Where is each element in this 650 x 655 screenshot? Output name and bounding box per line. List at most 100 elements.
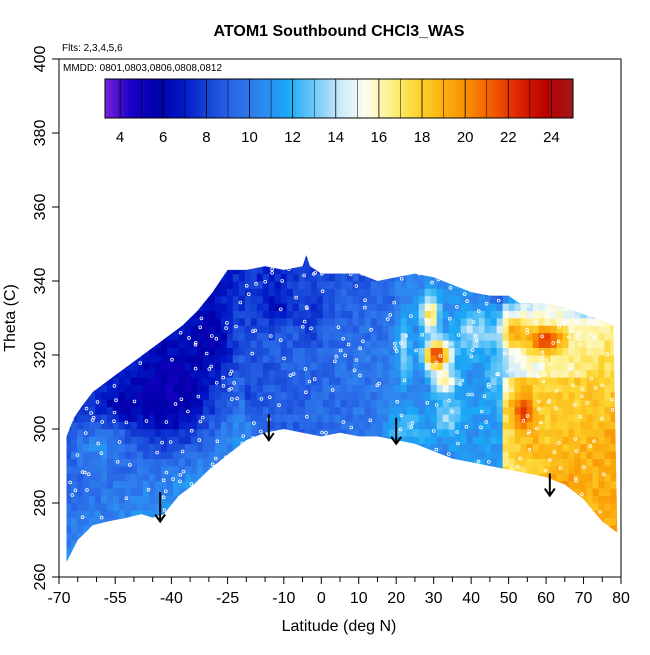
heat-cell (598, 458, 605, 467)
heat-cell (358, 473, 366, 482)
heat-cell (190, 273, 198, 282)
heat-cell (214, 318, 222, 326)
heat-cell (89, 310, 96, 319)
heat-cell (166, 495, 174, 504)
heat-cell (592, 473, 599, 482)
heat-cell (304, 288, 312, 297)
heat-cell (352, 547, 360, 556)
heat-cell (113, 244, 119, 252)
heat-cell (154, 310, 162, 319)
heat-cell (532, 510, 539, 519)
heat-cell (274, 421, 282, 430)
heat-cell (388, 473, 396, 482)
heat-cell (95, 255, 102, 260)
heat-cell (130, 303, 138, 311)
heat-cell (238, 451, 246, 459)
heat-cell (616, 532, 618, 541)
heat-cell (394, 303, 402, 311)
heat-cell (190, 369, 198, 378)
heat-cell (101, 540, 108, 548)
sample-point (561, 320, 565, 325)
sample-point (193, 366, 198, 371)
sample-point (171, 477, 175, 481)
heat-cell (448, 466, 456, 474)
heat-cell (328, 532, 336, 541)
sample-point (84, 406, 89, 411)
heat-cell (226, 503, 234, 511)
colorbar-segment (502, 79, 508, 118)
heat-cell (568, 273, 575, 282)
heat-cell (580, 255, 587, 260)
heat-cell (328, 347, 336, 356)
y-tick-label: 400 (32, 46, 49, 73)
heat-cell (407, 244, 413, 252)
heat-cell (448, 488, 456, 496)
heat-cell (124, 503, 132, 511)
heat-cell (496, 473, 503, 482)
heat-cell (322, 362, 330, 371)
heat-cell (256, 255, 264, 260)
heat-cell (466, 466, 473, 474)
heat-cell (95, 562, 101, 570)
heat-cell (346, 517, 354, 526)
heat-cell (574, 392, 581, 400)
heat-cell (419, 244, 425, 252)
heat-cell (304, 429, 312, 437)
sample-point (270, 546, 275, 550)
sample-point (237, 553, 241, 558)
heat-cell (550, 517, 557, 526)
heat-cell (154, 377, 162, 385)
colorbar-segment (280, 79, 285, 118)
x-tick-label: 30 (425, 590, 443, 607)
heat-cell (322, 547, 330, 556)
heat-cell (130, 540, 138, 548)
heat-cell (232, 480, 240, 489)
heat-cell (568, 503, 575, 511)
heat-cell (574, 325, 581, 334)
heat-cell (232, 255, 240, 260)
heat-cell (562, 517, 569, 526)
heat-cell (190, 488, 198, 496)
heat-cell (238, 473, 246, 482)
heat-cell (220, 273, 228, 282)
heat-cell (202, 525, 210, 533)
heat-cell (298, 436, 306, 445)
heat-cell (586, 332, 593, 341)
heat-cell (328, 525, 336, 533)
heat-cell (401, 562, 407, 570)
heat-cell (232, 384, 240, 393)
heat-cell (322, 510, 330, 519)
heat-cell (220, 384, 228, 393)
heat-cell (478, 510, 485, 519)
heat-cell (322, 517, 330, 526)
heat-cell (592, 443, 599, 452)
sample-point (170, 357, 174, 362)
heat-cell (340, 510, 348, 519)
heat-cell (568, 303, 575, 311)
heat-cell (454, 466, 461, 474)
heat-cell (59, 266, 65, 274)
heat-cell (586, 340, 593, 348)
heat-cell (334, 266, 342, 274)
heat-cell (478, 458, 485, 467)
heat-cell (448, 525, 456, 533)
heat-cell (478, 362, 485, 371)
heat-cell (598, 318, 605, 326)
heat-cell (532, 488, 539, 496)
heat-cell (358, 517, 366, 526)
heat-cell (226, 532, 234, 541)
heat-cell (334, 510, 342, 519)
heat-cell (346, 532, 354, 541)
heat-cell (215, 244, 221, 252)
heat-cell (382, 310, 390, 319)
heat-cell (592, 332, 599, 341)
heat-cell (616, 384, 618, 393)
sample-point (392, 341, 397, 346)
heat-cell (304, 495, 312, 504)
heat-cell (508, 466, 515, 474)
sample-point (404, 333, 409, 338)
heat-cell (352, 255, 360, 260)
heat-cell (538, 399, 545, 408)
heat-cell (83, 510, 90, 519)
heat-cell (610, 347, 617, 356)
